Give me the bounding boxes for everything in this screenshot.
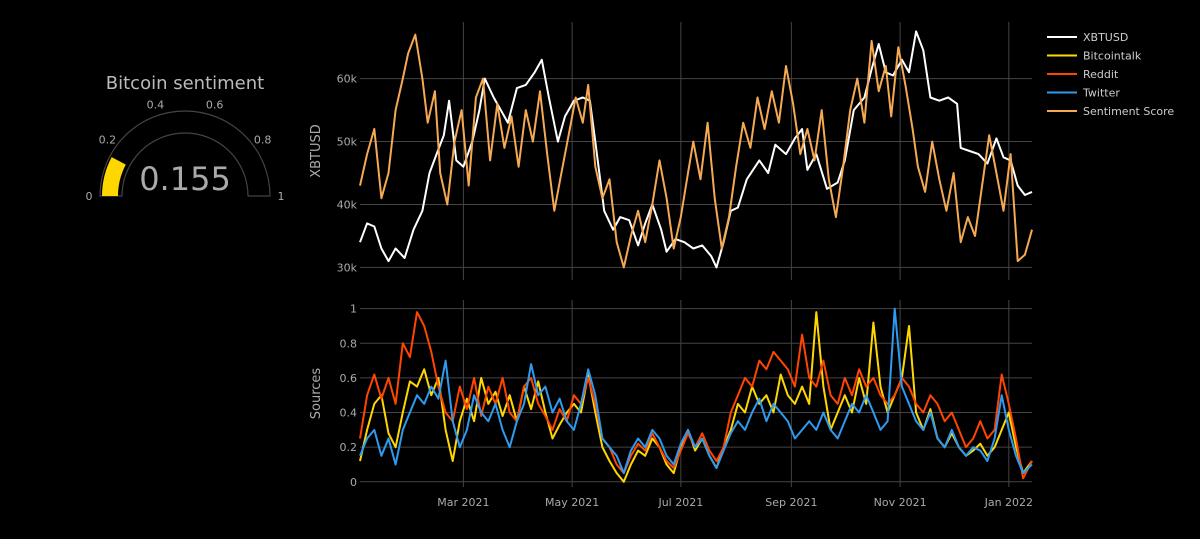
gauge-tick-label: 1	[278, 190, 285, 203]
series-line-twitter	[359, 307, 1033, 475]
legend-label: Bitcointalk	[1083, 50, 1142, 63]
gauge-title: Bitcoin sentiment	[106, 73, 264, 94]
sources-chart: 0 0.2 0.4 0.6 0.8 1 Sources Mar 2021 May 2021 J…	[309, 300, 1033, 509]
legend-item[interactable]: Sentiment Score	[1047, 105, 1174, 118]
gauge-tick-label: 0.4	[147, 99, 165, 112]
y-tick-label: 60k	[337, 73, 358, 86]
gauge-tick-label: 0.6	[206, 99, 224, 112]
legend: XBTUSD Bitcointalk Reddit Twitter Sentiment …	[1047, 31, 1174, 118]
price-chart-y-axis-title: XBTUSD	[309, 124, 324, 178]
legend-item[interactable]: Reddit	[1047, 68, 1119, 81]
x-tick-label: Sep 2021	[765, 496, 817, 509]
gauge-tick-label: 0.2	[99, 134, 117, 147]
y-tick-label: 40k	[337, 198, 358, 211]
y-tick-label: 0	[350, 476, 357, 489]
sources-chart-grid	[360, 300, 1032, 487]
y-tick-label: 0.8	[340, 337, 358, 350]
sources-chart-y-axis-title: Sources	[309, 368, 324, 420]
gauge-background-arc	[99, 110, 271, 197]
x-tick-label: Nov 2021	[874, 496, 927, 509]
sources-chart-series	[359, 307, 1033, 483]
y-tick-label: 50k	[337, 136, 358, 149]
legend-item[interactable]: XBTUSD	[1047, 31, 1128, 44]
y-tick-label: 30k	[337, 261, 358, 274]
series-line-xbtusd	[359, 30, 1033, 269]
series-line-bitcointalk	[359, 311, 1033, 483]
price-chart-y-ticks: 30k 40k 50k 60k	[337, 73, 358, 275]
legend-label: Reddit	[1083, 68, 1119, 81]
y-tick-label: 1	[350, 303, 357, 316]
x-tick-label: Jul 2021	[657, 496, 703, 509]
sentiment-gauge: Bitcoin sentiment 0 0.2 0.4 0.6 0.8 1 0.155	[86, 73, 285, 203]
series-line-sentiment-score	[359, 33, 1033, 269]
gauge-tick-label: 0	[86, 190, 93, 203]
legend-label: Twitter	[1082, 87, 1120, 100]
y-tick-label: 0.4	[340, 407, 358, 420]
legend-item[interactable]: Bitcointalk	[1047, 50, 1142, 63]
sources-chart-y-ticks: 0 0.2 0.4 0.6 0.8 1	[340, 303, 358, 489]
gauge-tick-label: 0.8	[254, 134, 272, 147]
y-tick-label: 0.6	[340, 372, 358, 385]
sources-chart-x-ticks: Mar 2021 May 2021 Jul 2021 Sep 2021 Nov 2021…	[437, 496, 1033, 509]
x-tick-label: Jan 2022	[984, 496, 1033, 509]
gauge-value: 0.155	[139, 160, 231, 198]
gauge-tick-labels: 0 0.2 0.4 0.6 0.8 1	[86, 99, 285, 203]
price-chart-series	[359, 30, 1033, 269]
y-tick-label: 0.2	[340, 441, 358, 454]
legend-item[interactable]: Twitter	[1047, 87, 1120, 100]
legend-label: XBTUSD	[1083, 31, 1128, 44]
x-tick-label: May 2021	[545, 496, 599, 509]
legend-label: Sentiment Score	[1083, 105, 1174, 118]
gauge-value-bar	[102, 157, 126, 196]
price-chart: 30k 40k 50k 60k XBTUSD	[309, 22, 1033, 280]
series-line-reddit	[359, 311, 1033, 480]
x-tick-label: Mar 2021	[437, 496, 489, 509]
